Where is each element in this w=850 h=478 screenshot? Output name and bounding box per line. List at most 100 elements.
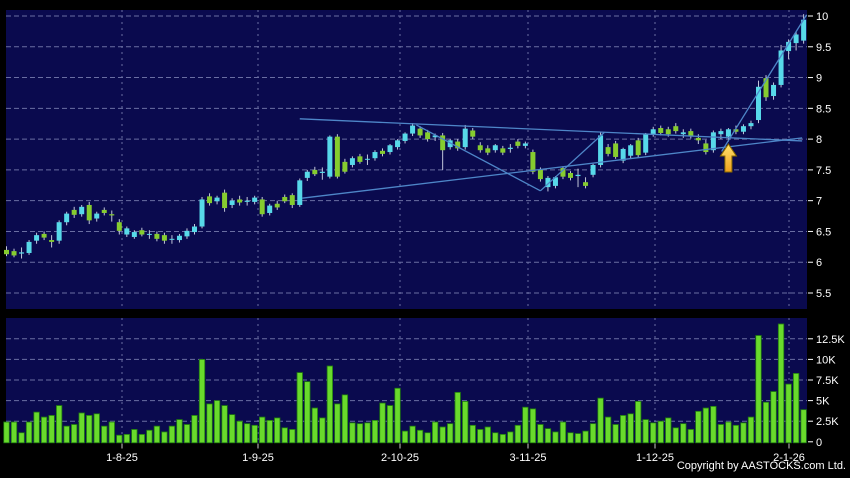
volume-bar [777, 323, 785, 444]
volume-bar [386, 405, 394, 444]
volume-bar [627, 413, 634, 444]
price-axis-label: 9 [816, 73, 822, 85]
volume-axis-label: 0 [816, 437, 822, 449]
volume-bar [537, 424, 544, 444]
volume-bars-group [3, 323, 807, 444]
candle-up [650, 129, 656, 135]
candle-down [49, 240, 55, 242]
volume-bar [176, 419, 183, 444]
candle-up [643, 134, 649, 153]
date-axis-label: 3-11-25 [509, 452, 546, 464]
candle-up [710, 132, 716, 151]
volume-bar [243, 423, 251, 444]
volume-bar [55, 405, 63, 444]
volume-bar [792, 373, 800, 444]
candle-down [658, 128, 664, 133]
volume-bar [86, 415, 93, 444]
copyright-text: Copyright by AASTOCKS.com Ltd. [676, 460, 846, 472]
candle-down [515, 141, 521, 146]
candle-down [109, 214, 115, 216]
volume-bar [18, 432, 25, 444]
volume-bar [687, 429, 694, 444]
candle-up [598, 135, 604, 165]
volume-bar [334, 403, 341, 444]
candle-down [289, 195, 295, 205]
volume-bar [619, 415, 627, 444]
volume-bar [213, 400, 221, 444]
candle-down [4, 249, 9, 255]
candle-up [786, 41, 792, 52]
candle-down [380, 150, 385, 154]
volume-bar [349, 422, 356, 444]
candle-up [680, 132, 686, 135]
candle-up [199, 199, 205, 227]
candle-down [530, 152, 536, 172]
candle-up [778, 50, 784, 85]
volume-bar [183, 424, 191, 444]
volume-bar [665, 417, 672, 444]
candle-down [116, 222, 122, 231]
candle-up [34, 235, 40, 241]
volume-bar [78, 412, 85, 444]
candle-up [319, 171, 325, 173]
price-axis-label: 8.5 [816, 103, 831, 115]
candle-up [462, 128, 468, 148]
candle-down [342, 161, 348, 172]
volume-bar [567, 432, 574, 444]
volume-bar [198, 358, 206, 444]
volume-bar [484, 426, 491, 444]
volume-bar [492, 432, 499, 444]
volume-bar [507, 431, 514, 444]
volume-bar [462, 401, 469, 444]
candle-up [507, 147, 513, 149]
candle-up [756, 86, 761, 121]
volume-bar [409, 425, 416, 444]
price-axis-label: 5.5 [816, 288, 831, 300]
candle-up [410, 125, 416, 134]
volume-axis-label: 12.5K [816, 334, 845, 346]
candle-up [492, 145, 498, 151]
candle-down [455, 141, 461, 149]
candle-down [312, 169, 318, 175]
candle-down [688, 131, 694, 137]
candle-up [297, 180, 303, 205]
price-axis-label: 7 [816, 196, 822, 208]
candle-up [267, 205, 273, 213]
candle-down [139, 230, 145, 235]
volume-bar [93, 413, 100, 444]
candle-up [387, 145, 393, 153]
volume-bar [236, 420, 243, 444]
volume-bar [289, 429, 296, 444]
volume-bar [71, 424, 78, 444]
candle-down [259, 199, 265, 215]
volume-axis-label: 2.5K [816, 416, 839, 428]
candle-up [793, 34, 799, 44]
candle-up [252, 197, 258, 202]
volume-bar [710, 405, 717, 444]
candle-up [447, 140, 453, 148]
price-axis-label: 7.5 [816, 165, 831, 177]
volume-bar [40, 416, 48, 444]
candle-up [522, 143, 528, 146]
price-axis-label: 6 [816, 257, 822, 269]
volume-bar [755, 335, 762, 444]
candle-up [372, 152, 378, 159]
candle-up [740, 126, 746, 132]
volume-bar [635, 401, 642, 444]
candle-up [545, 177, 551, 188]
volume-bar [3, 421, 10, 444]
volume-bar [161, 431, 168, 444]
candle-down [101, 209, 107, 213]
candle-up [432, 135, 438, 138]
volume-bar [740, 422, 747, 444]
breakout-trend-line [721, 14, 808, 152]
candle-up [124, 228, 130, 235]
volume-bar [281, 427, 288, 444]
volume-bar [266, 419, 273, 444]
volume-bar [123, 433, 130, 444]
candle-down [237, 199, 243, 203]
volume-bar [770, 391, 777, 444]
axes-group: 10 9.5 9 8.5 8 7.5 7 6.5 6 5.5 12.5K 10K 7.5K 5K 2.5K 0… [106, 11, 845, 464]
volume-axis-label: 5K [816, 396, 830, 408]
